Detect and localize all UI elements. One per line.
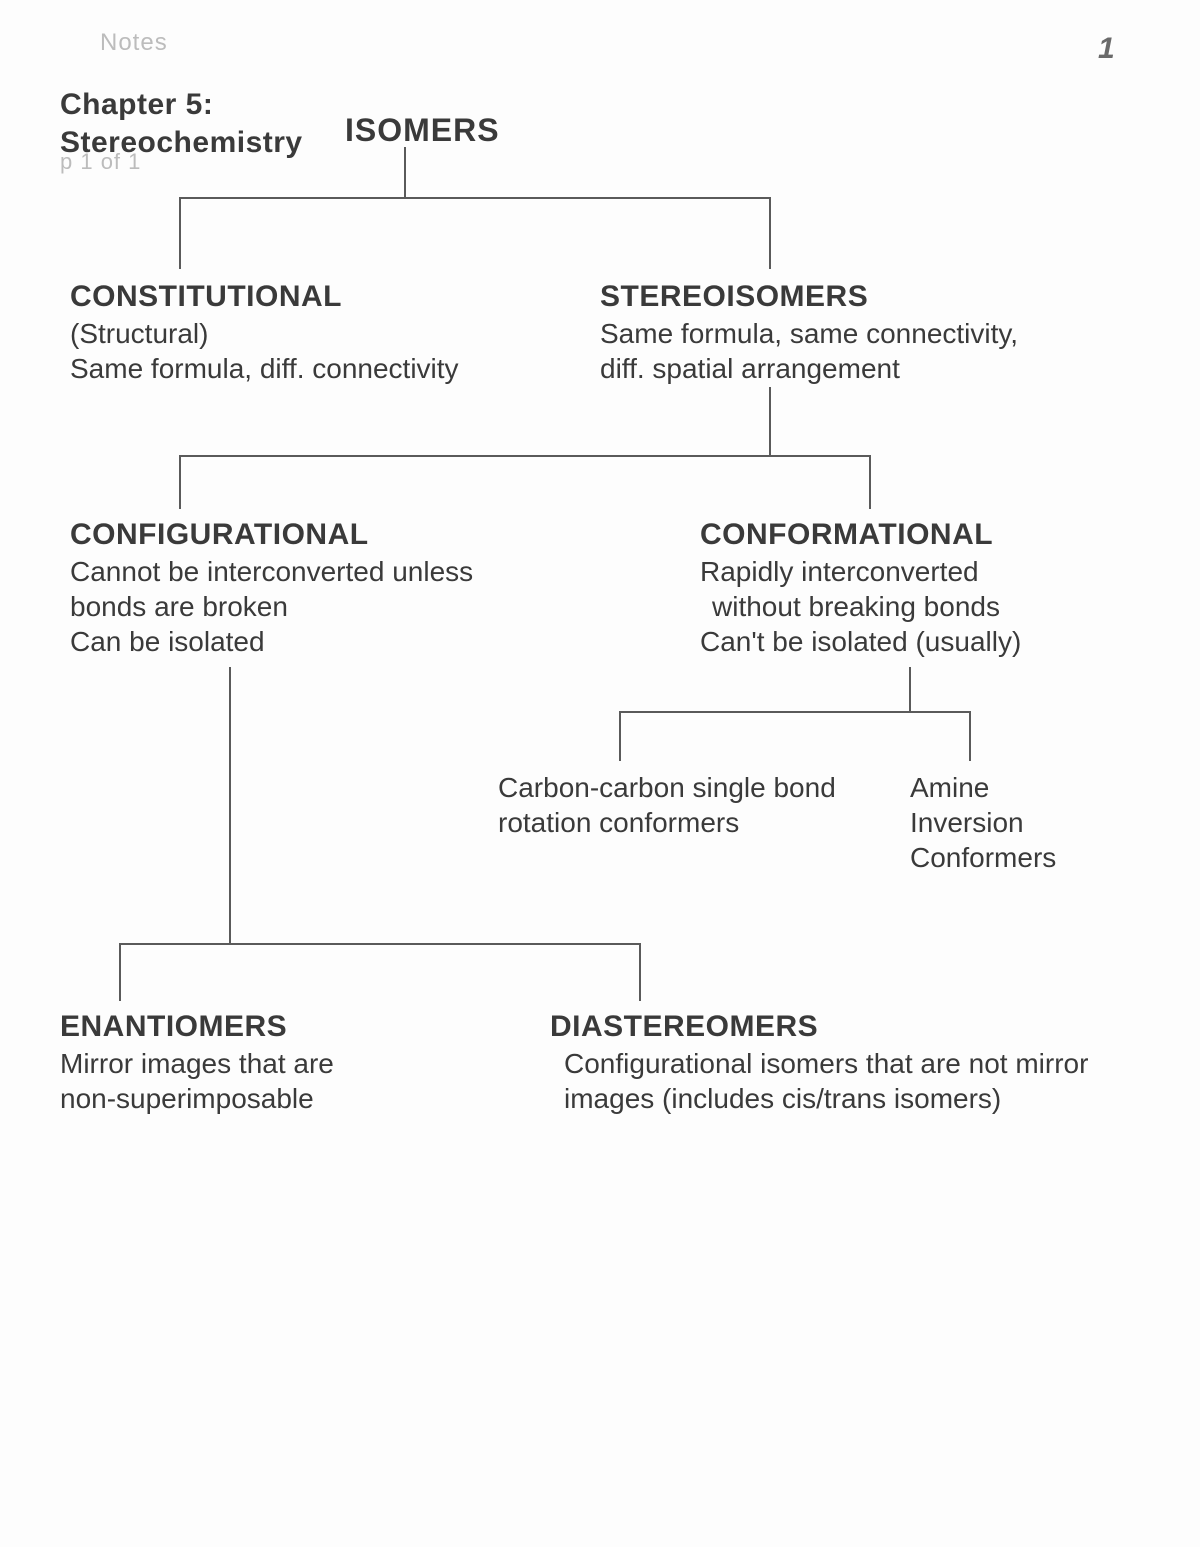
constitutional-line1: (Structural)	[70, 316, 459, 351]
enantiomers-title: ENANTIOMERS	[60, 1008, 334, 1046]
conformational-line2: without breaking bonds	[700, 589, 1021, 624]
stereoisomers-line1: Same formula, same connectivity,	[600, 316, 1018, 351]
chapter-line1: Chapter 5:	[60, 86, 303, 124]
chapter-line2: Stereochemistry	[60, 124, 303, 162]
node-isomers: ISOMERS	[345, 110, 500, 150]
configurational-line1: Cannot be interconverted unless	[70, 554, 473, 589]
page: Notes p 1 of 1 1 Chapter 5: Stereochemis…	[0, 0, 1200, 1547]
node-cc-rotation: Carbon-carbon single bond rotation confo…	[498, 770, 836, 840]
diastereomers-title: DIASTEREOMERS	[550, 1008, 1088, 1046]
constitutional-line2: Same formula, diff. connectivity	[70, 351, 459, 386]
node-configurational: CONFIGURATIONAL Cannot be interconverted…	[70, 516, 473, 659]
cc-rotation-line2: rotation conformers	[498, 805, 836, 840]
diastereomers-line1: Configurational isomers that are not mir…	[550, 1046, 1088, 1081]
conformational-title: CONFORMATIONAL	[700, 516, 1021, 554]
cc-rotation-line1: Carbon-carbon single bond	[498, 770, 836, 805]
constitutional-title: CONSTITUTIONAL	[70, 278, 459, 316]
amine-line2: Inversion	[910, 805, 1056, 840]
node-conformational: CONFORMATIONAL Rapidly interconverted wi…	[700, 516, 1021, 659]
node-diastereomers: DIASTEREOMERS Configurational isomers th…	[550, 1008, 1088, 1116]
conformational-line3: Can't be isolated (usually)	[700, 624, 1021, 659]
node-stereoisomers: STEREOISOMERS Same formula, same connect…	[600, 278, 1018, 386]
configurational-line3: Can be isolated	[70, 624, 473, 659]
enantiomers-line1: Mirror images that are	[60, 1046, 334, 1081]
chapter-heading: Chapter 5: Stereochemistry	[60, 86, 303, 161]
stereoisomers-line2: diff. spatial arrangement	[600, 351, 1018, 386]
page-number: 1	[1098, 32, 1115, 66]
node-constitutional: CONSTITUTIONAL (Structural) Same formula…	[70, 278, 459, 386]
configurational-title: CONFIGURATIONAL	[70, 516, 473, 554]
amine-line1: Amine	[910, 770, 1056, 805]
node-enantiomers: ENANTIOMERS Mirror images that are non-s…	[60, 1008, 334, 1116]
diastereomers-line2: images (includes cis/trans isomers)	[550, 1081, 1088, 1116]
amine-line3: Conformers	[910, 840, 1056, 875]
node-amine-inversion: Amine Inversion Conformers	[910, 770, 1056, 875]
configurational-line2: bonds are broken	[70, 589, 473, 624]
stereoisomers-title: STEREOISOMERS	[600, 278, 1018, 316]
enantiomers-line2: non-superimposable	[60, 1081, 334, 1116]
scan-watermark-top: Notes	[100, 28, 168, 58]
conformational-line1: Rapidly interconverted	[700, 554, 1021, 589]
